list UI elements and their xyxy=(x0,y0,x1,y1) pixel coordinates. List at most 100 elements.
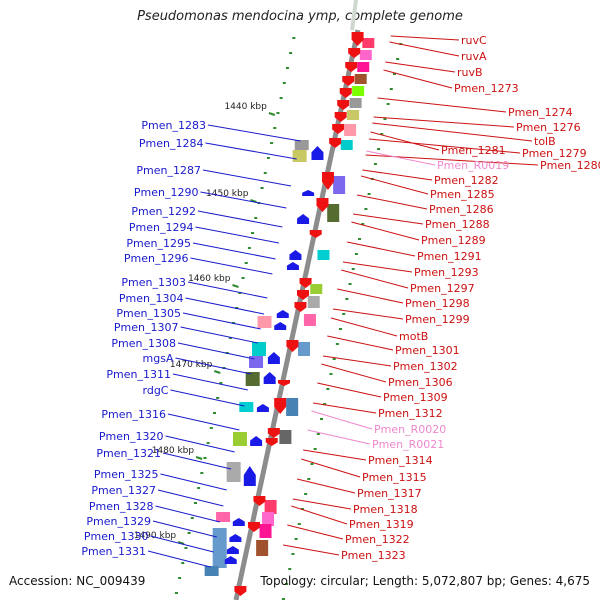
forward-arrow xyxy=(297,214,310,224)
feature-band xyxy=(298,342,311,356)
forward-arrow xyxy=(256,404,269,412)
scale-mark-tick xyxy=(268,112,276,116)
gene-leader-line xyxy=(341,269,409,289)
feature-band xyxy=(239,402,254,412)
reverse-arrow xyxy=(234,586,247,596)
gene-leader-line xyxy=(282,544,340,556)
gene-label: Pmen_1320 xyxy=(99,430,164,443)
reverse-arrow xyxy=(247,522,260,532)
gene-leader-line xyxy=(311,410,373,430)
gene-leader-line xyxy=(368,138,521,154)
gene-label: Pmen_1291 xyxy=(417,250,482,263)
gene-leader-line xyxy=(187,281,268,299)
gene-leader-line xyxy=(287,524,344,540)
gene-leader-line xyxy=(347,241,416,257)
feature-band xyxy=(259,524,272,538)
forward-arrow xyxy=(311,146,324,160)
scale-mark-tick xyxy=(213,370,221,374)
feature-band xyxy=(252,342,267,356)
scale-mark-label: 1490 kbp xyxy=(134,531,177,541)
gene-label: Pmen_1330 xyxy=(84,530,149,543)
gene-label: Pmen_1298 xyxy=(405,297,470,310)
gene-leader-line xyxy=(152,520,217,538)
gene-leader-line xyxy=(353,213,424,225)
gene-label: Pmen_1315 xyxy=(362,471,427,484)
gene-leader-line xyxy=(155,505,221,523)
gene-leader-line xyxy=(301,458,361,478)
gene-label: Pmen_1311 xyxy=(106,368,171,381)
gene-label: Pmen_1297 xyxy=(410,282,475,295)
feature-band xyxy=(327,204,340,222)
gene-label: Pmen_1301 xyxy=(395,344,460,357)
gene-label: Pmen_1276 xyxy=(516,121,581,134)
gene-leader-line xyxy=(313,402,377,414)
feature-band xyxy=(310,284,323,294)
feature-band xyxy=(340,140,353,150)
feature-band xyxy=(256,540,269,556)
gene-leader-line xyxy=(357,194,428,210)
scale-mark-tick xyxy=(232,284,239,288)
reverse-arrow xyxy=(348,48,361,58)
gene-label: Pmen_1329 xyxy=(86,515,151,528)
reverse-arrow xyxy=(342,76,355,86)
forward-arrow xyxy=(263,372,276,384)
gene-label: Pmen_1292 xyxy=(131,205,196,218)
gene-label: Pmen_1287 xyxy=(136,164,201,177)
gene-leader-line xyxy=(342,261,413,273)
feature-band xyxy=(359,50,372,60)
gene-leader-line xyxy=(337,288,404,304)
feature-band xyxy=(349,98,362,108)
gene-leader-line xyxy=(372,122,533,142)
gene-leader-line xyxy=(202,169,292,187)
feature-band xyxy=(212,528,227,568)
gene-label: rdgC xyxy=(143,384,169,397)
gene-label: Pmen_R0020 xyxy=(374,423,446,436)
gene-leader-line xyxy=(167,413,240,431)
forward-arrow xyxy=(302,190,315,196)
gene-label: Pmen_1316 xyxy=(101,408,166,421)
gene-label: Pmen_1285 xyxy=(430,188,495,201)
gene-leader-line xyxy=(296,478,356,494)
gene-label: Pmen_1299 xyxy=(405,313,470,326)
gene-label: Pmen_1308 xyxy=(111,337,176,350)
reverse-arrow xyxy=(299,278,312,288)
feature-band xyxy=(333,176,346,194)
reverse-arrow xyxy=(339,88,352,98)
gene-leader-line xyxy=(327,335,394,351)
gene-leader-line xyxy=(180,326,258,344)
gene-label: ruvC xyxy=(461,34,487,47)
gene-label: Pmen_1303 xyxy=(121,276,186,289)
reverse-arrow xyxy=(274,398,287,414)
feature-band xyxy=(286,398,299,416)
feature-band xyxy=(245,372,260,386)
gene-leader-line xyxy=(332,308,404,320)
feature-band xyxy=(362,38,375,48)
reverse-arrow xyxy=(329,138,342,148)
forward-arrow xyxy=(224,556,237,564)
gene-label: Pmen_R0019 xyxy=(437,159,509,172)
gene-leader-line xyxy=(170,389,245,407)
forward-arrow xyxy=(232,518,245,526)
gene-leader-line xyxy=(385,61,456,73)
feature-band xyxy=(307,296,320,308)
gene-label: Pmen_1274 xyxy=(508,106,573,119)
reverse-arrow xyxy=(332,124,345,134)
scale-mark-tick xyxy=(177,541,185,545)
reverse-arrow xyxy=(277,380,290,386)
feature-band xyxy=(292,150,307,162)
gene-label: tolB xyxy=(534,135,556,148)
gene-label: Pmen_1305 xyxy=(116,307,181,320)
gene-leader-line xyxy=(185,297,265,315)
gene-label: Pmen_1312 xyxy=(378,407,443,420)
reverse-arrow xyxy=(267,428,280,438)
gene-label: mgsA xyxy=(143,352,174,365)
gene-leader-line xyxy=(157,489,224,507)
genome-title: Pseudomonas mendocina ymp, complete geno… xyxy=(137,9,463,24)
feature-band xyxy=(303,314,316,326)
gene-leader-line xyxy=(162,452,232,470)
gene-leader-line xyxy=(182,312,261,330)
gene-leader-line xyxy=(377,97,507,113)
gene-leader-line xyxy=(292,498,352,510)
gene-leader-line xyxy=(291,505,348,525)
forward-arrow xyxy=(276,310,289,318)
